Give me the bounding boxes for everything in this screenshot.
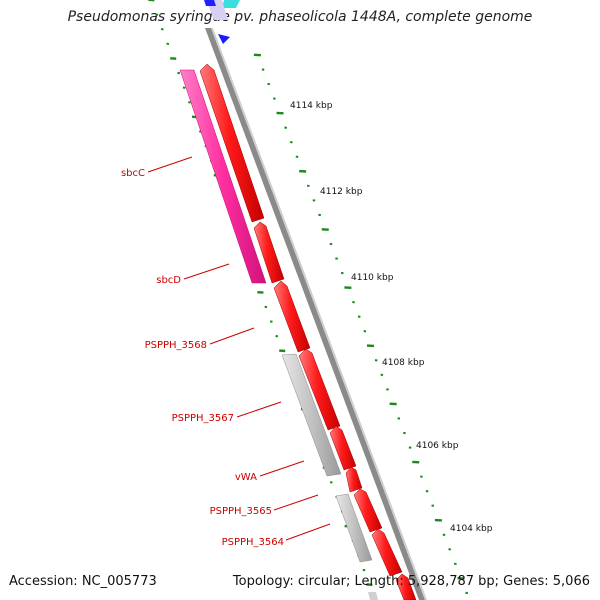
- cds-arrow-sbcD: [253, 221, 285, 284]
- leader-line-sbcD: [183, 263, 230, 280]
- map-title: Pseudomonas syringae pv. phaseolicola 14…: [67, 9, 533, 25]
- tick-label-4110: 4110 kbp: [351, 273, 394, 283]
- gene-label-3567: PSPPH_3567: [172, 413, 234, 424]
- tick-label-4104: 4104 kbp: [450, 524, 493, 534]
- cds-arrow-small: [345, 466, 363, 493]
- leader-line-3565: [273, 494, 319, 511]
- blue-feature: [204, 0, 216, 6]
- gray-feature-2: [335, 493, 373, 563]
- gene-label-sbcC: sbcC: [121, 168, 145, 179]
- gray-feature-bottom: [368, 592, 378, 600]
- tick-label-4112: 4112 kbp: [320, 187, 363, 197]
- cds-arrow-vwa: [329, 425, 357, 471]
- cds-arrow-sbcC: [199, 63, 265, 223]
- tick-label-4114: 4114 kbp: [290, 101, 333, 111]
- leader-line-3567: [236, 401, 282, 418]
- gene-label-sbcD: sbcD: [156, 275, 181, 286]
- leader-line-vwa: [259, 460, 305, 477]
- leader-line-3568: [209, 327, 255, 345]
- gene-label-3564: PSPPH_3564: [222, 537, 284, 548]
- gene-label-vwa: vWA: [235, 472, 257, 483]
- tick-label-4108: 4108 kbp: [382, 358, 425, 368]
- tick-track: [253, 53, 469, 595]
- genome-summary-text: Topology: circular; Length: 5,928,787 bp…: [232, 574, 590, 589]
- cyan-feature: [222, 0, 240, 8]
- accession-text: Accession: NC_005773: [9, 574, 157, 589]
- genome-backbone: [205, 28, 425, 600]
- blue-feature-arrow: [218, 34, 230, 44]
- cds-arrow-3564: [371, 528, 403, 577]
- gray-feature-1: [281, 353, 342, 477]
- cds-arrow-bottom: [395, 573, 417, 600]
- leader-line-3564: [285, 523, 331, 541]
- cds-arrow-3567: [298, 348, 341, 431]
- backbone-highlight: [211, 28, 427, 600]
- cds-arrow-3568: [273, 280, 311, 353]
- gene-label-3565: PSPPH_3565: [210, 506, 272, 517]
- leader-line-sbcC: [147, 156, 193, 173]
- cds-arrow-3565: [353, 488, 383, 533]
- gene-label-3568: PSPPH_3568: [145, 340, 207, 351]
- rrna-feature: [179, 69, 267, 284]
- tick-label-4106: 4106 kbp: [416, 441, 459, 451]
